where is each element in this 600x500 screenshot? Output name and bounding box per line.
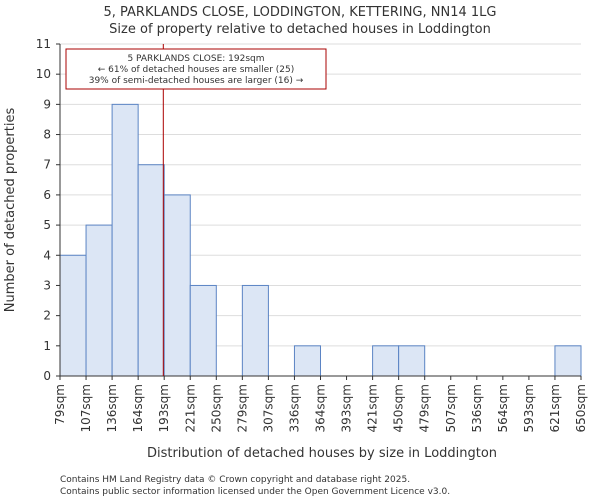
x-tick-label-79sqm: 79sqm: [53, 384, 67, 425]
y-tick-label-11: 11: [36, 37, 51, 51]
x-tick-label-164sqm: 164sqm: [131, 384, 145, 432]
x-tick-labels: 79sqm 107sqm 136sqm 164sqm 193sqm 221sqm 250sq…: [53, 376, 588, 432]
bar-136sqm: [111, 103, 139, 377]
x-tick-label-221sqm: 221sqm: [183, 384, 197, 432]
y-tick-label-5: 5: [43, 218, 51, 232]
x-tick-label-336sqm: 336sqm: [287, 384, 301, 432]
y-tick-labels: 0 1 2 3 4 5 6 7 8 9 10 11: [36, 37, 60, 383]
x-tick-label-307sqm: 307sqm: [261, 384, 275, 432]
x-tick-label-393sqm: 393sqm: [340, 384, 354, 432]
annotation-line-1: 5 PARKLANDS CLOSE: 192sqm: [127, 54, 264, 64]
y-tick-label-10: 10: [36, 67, 51, 81]
x-tick-label-364sqm: 364sqm: [314, 384, 328, 432]
bar-450sqm: [398, 345, 426, 377]
annotation-box: 5 PARKLANDS CLOSE: 192sqm ← 61% of detac…: [65, 48, 327, 90]
bar-193sqm: [163, 194, 191, 377]
x-tick-label-593sqm: 593sqm: [522, 384, 536, 432]
bar-279sqm: [241, 284, 269, 377]
chart-title: 5, PARKLANDS CLOSE, LODDINGTON, KETTERIN…: [104, 5, 497, 20]
y-tick-label-1: 1: [43, 339, 51, 353]
x-tick-label-507sqm: 507sqm: [444, 384, 458, 432]
annotation-line-2: ← 61% of detached houses are smaller (25…: [98, 65, 295, 75]
x-tick-label-621sqm: 621sqm: [548, 384, 562, 432]
annotation-line-3: 39% of semi-detached houses are larger (…: [89, 76, 304, 86]
x-tick-label-479sqm: 479sqm: [418, 384, 432, 432]
y-axis-label: Number of detached properties: [3, 108, 18, 313]
bar-107sqm: [85, 224, 113, 377]
x-tick-label-193sqm: 193sqm: [157, 384, 171, 432]
y-tick-label-7: 7: [43, 158, 51, 172]
bars: [59, 103, 582, 377]
y-tick-label-4: 4: [43, 248, 51, 262]
footer-line-2: Contains public sector information licen…: [60, 487, 450, 497]
bar-164sqm: [137, 164, 165, 377]
x-tick-label-536sqm: 536sqm: [470, 384, 484, 432]
x-axis-label: Distribution of detached houses by size …: [147, 446, 497, 461]
x-tick-label-107sqm: 107sqm: [79, 384, 93, 432]
annotation-border: [65, 48, 327, 90]
bar-221sqm: [189, 284, 217, 377]
chart-subtitle: Size of property relative to detached ho…: [109, 22, 491, 37]
y-tick-label-8: 8: [43, 128, 51, 142]
x-tick-label-136sqm: 136sqm: [105, 384, 119, 432]
x-tick-label-279sqm: 279sqm: [235, 384, 249, 432]
y-tick-label-2: 2: [43, 309, 51, 323]
y-tick-label-0: 0: [43, 369, 51, 383]
y-tick-label-3: 3: [43, 278, 51, 292]
y-tick-label-9: 9: [43, 97, 51, 111]
x-tick-label-250sqm: 250sqm: [209, 384, 223, 432]
bar-79sqm: [59, 254, 87, 377]
x-tick-label-450sqm: 450sqm: [392, 384, 406, 432]
x-tick-label-650sqm: 650sqm: [574, 384, 588, 432]
bar-421sqm: [372, 345, 400, 377]
x-tick-label-564sqm: 564sqm: [496, 384, 510, 432]
footer-line-1: Contains HM Land Registry data © Crown c…: [60, 475, 410, 485]
y-tick-label-6: 6: [43, 188, 51, 202]
bar-336sqm: [293, 345, 322, 377]
bar-621sqm: [554, 345, 582, 377]
x-tick-label-421sqm: 421sqm: [366, 384, 380, 432]
